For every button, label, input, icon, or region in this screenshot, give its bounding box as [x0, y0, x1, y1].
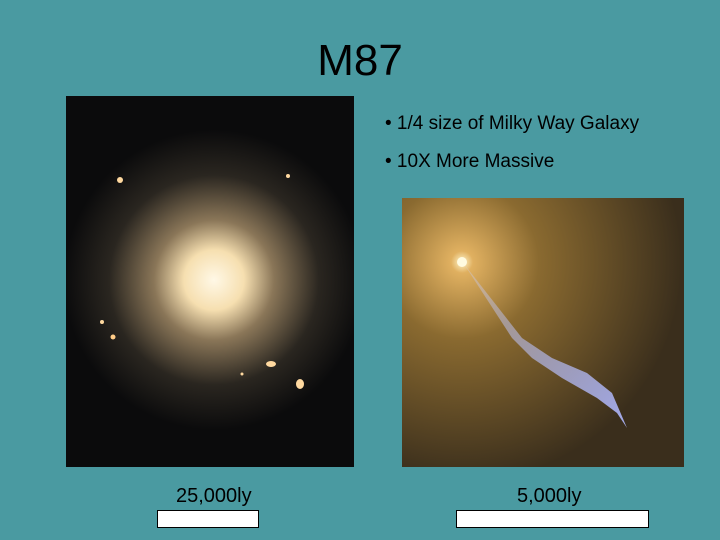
- galaxy-image: [66, 96, 354, 467]
- scale-bar: [456, 510, 649, 528]
- scale-label: 25,000ly: [176, 485, 252, 507]
- slide-title: M87: [317, 36, 403, 85]
- bullet: • 10X More Massive: [385, 151, 555, 172]
- jet-image: [402, 198, 684, 467]
- scale-label: 5,000ly: [517, 485, 582, 507]
- bullet: • 1/4 size of Milky Way Galaxy: [385, 113, 640, 134]
- scale-bar: [157, 510, 259, 528]
